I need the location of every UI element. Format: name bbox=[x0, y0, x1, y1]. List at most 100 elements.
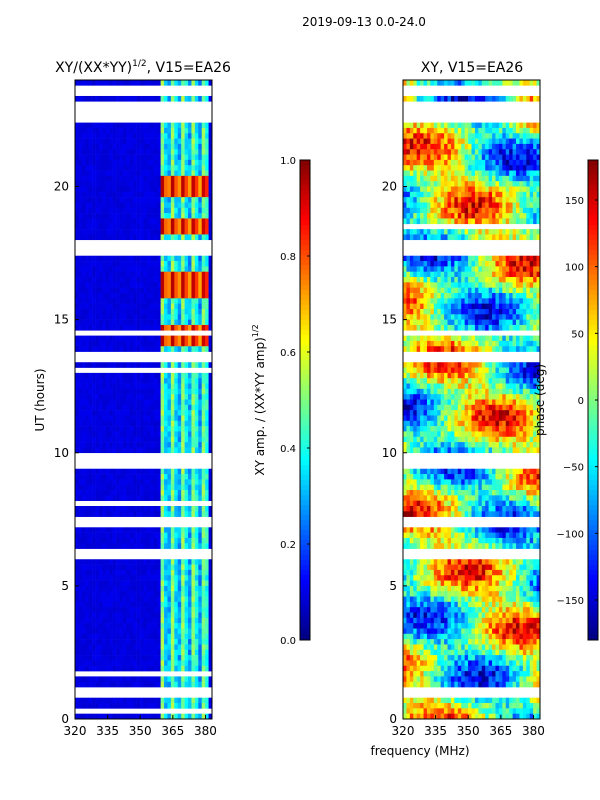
left-heat-cell bbox=[164, 442, 168, 448]
left-heat-cell bbox=[164, 580, 168, 587]
left-heat-cell bbox=[205, 404, 209, 411]
left-heat-cell bbox=[112, 277, 117, 283]
right-heat-cell bbox=[433, 154, 438, 161]
left-heat-cell bbox=[85, 665, 89, 672]
left-heat-cell bbox=[191, 436, 196, 443]
left-heat-cell bbox=[205, 127, 209, 134]
left-heat-cell bbox=[92, 213, 96, 219]
right-heat-cell bbox=[409, 80, 414, 86]
left-heat-cell bbox=[167, 282, 172, 288]
right-heat-cell bbox=[502, 234, 507, 241]
right-heat-cell bbox=[447, 175, 452, 182]
right-heat-cell bbox=[440, 218, 445, 225]
right-heat-cell bbox=[509, 80, 513, 86]
left-heat-cell bbox=[116, 436, 120, 443]
left-heat-cell bbox=[126, 143, 131, 150]
left-heat-cell bbox=[174, 181, 179, 187]
left-heat-cell bbox=[157, 479, 161, 486]
left-heat-cell bbox=[188, 649, 192, 656]
left-heat-cell bbox=[153, 335, 158, 342]
left-heat-cell bbox=[157, 532, 161, 539]
right-heat-cell bbox=[519, 127, 524, 134]
left-heat-cell bbox=[177, 681, 182, 688]
left-heat-cell bbox=[146, 282, 151, 288]
left-heat-cell bbox=[164, 346, 168, 352]
right-heat-cell bbox=[533, 138, 537, 145]
left-heat-cell bbox=[181, 298, 185, 304]
left-heat-cell bbox=[88, 80, 93, 86]
right-heat-cell bbox=[481, 218, 486, 225]
left-heat-cell bbox=[167, 436, 172, 443]
left-heat-cell bbox=[205, 335, 209, 342]
right-heat-cell bbox=[502, 197, 507, 203]
left-heat-cell bbox=[98, 649, 103, 656]
left-heat-cell bbox=[143, 399, 148, 406]
left-heat-cell bbox=[184, 655, 189, 661]
left-heat-cell bbox=[102, 159, 107, 166]
right-heat-cell bbox=[495, 170, 500, 177]
left-heat-cell bbox=[194, 346, 199, 352]
right-heat-cell bbox=[471, 207, 476, 214]
left-heat-cell bbox=[105, 649, 110, 656]
left-heat-cell bbox=[177, 639, 182, 645]
left-heat-cell bbox=[201, 537, 206, 544]
right-heat-cell bbox=[468, 154, 472, 161]
left-heat-cell bbox=[143, 484, 148, 491]
left-heat-cell bbox=[81, 527, 86, 533]
left-heat-cell bbox=[164, 197, 168, 203]
left-heat-cell bbox=[119, 527, 124, 533]
left-heat-cell bbox=[181, 596, 185, 603]
left-heat-cell bbox=[170, 340, 175, 347]
left-heat-cell bbox=[201, 564, 206, 571]
left-heat-cell bbox=[105, 447, 110, 454]
left-heat-cell bbox=[188, 340, 192, 347]
left-heat-cell bbox=[153, 80, 158, 86]
left-heat-cell bbox=[98, 340, 103, 347]
left-heat-cell bbox=[184, 415, 189, 422]
right-heat-cell bbox=[471, 282, 476, 288]
left-heat-cell bbox=[167, 218, 172, 225]
left-heat-cell bbox=[78, 165, 83, 171]
left-heat-cell bbox=[194, 559, 199, 565]
left-heat-cell bbox=[191, 170, 196, 177]
left-heat-cell bbox=[150, 527, 155, 533]
right-heat-cell bbox=[533, 282, 537, 288]
left-heat-cell bbox=[75, 468, 79, 475]
left-heat-cell bbox=[184, 186, 189, 193]
left-heat-cell bbox=[205, 319, 209, 326]
left-heat-cell bbox=[129, 596, 134, 603]
left-heat-cell bbox=[170, 308, 175, 315]
left-heat-cell bbox=[122, 644, 127, 651]
left-heat-cell bbox=[146, 665, 151, 672]
left-heat-cell bbox=[85, 564, 89, 571]
left-heat-cell bbox=[198, 436, 203, 443]
left-heat-cell bbox=[136, 186, 141, 193]
left-heat-cell bbox=[198, 601, 203, 608]
left-heat-cell bbox=[133, 697, 137, 704]
right-heat-cell bbox=[505, 138, 510, 145]
left-heat-cell bbox=[191, 266, 196, 273]
left-heat-cell bbox=[105, 324, 110, 331]
left-heat-cell bbox=[75, 293, 79, 299]
left-heat-cell bbox=[88, 612, 93, 619]
right-heat-cell bbox=[403, 229, 407, 235]
left-heat-cell bbox=[205, 511, 209, 517]
right-heat-cell bbox=[512, 175, 517, 182]
left-heat-cell bbox=[126, 266, 131, 273]
left-heat-cell bbox=[160, 138, 165, 145]
left-heat-cell bbox=[136, 149, 141, 155]
left-heat-cell bbox=[88, 436, 93, 443]
right-heat-cell bbox=[464, 181, 469, 187]
left-heat-cell bbox=[102, 447, 107, 454]
left-heat-cell bbox=[174, 623, 179, 629]
left-heat-cell bbox=[164, 410, 168, 416]
left-heat-cell bbox=[112, 617, 117, 624]
left-heat-cell bbox=[109, 340, 113, 347]
left-heat-cell bbox=[205, 580, 209, 587]
left-heat-cell bbox=[143, 303, 148, 310]
left-heat-cell bbox=[177, 569, 182, 576]
left-heat-cell bbox=[157, 612, 161, 619]
right-heat-cell bbox=[430, 287, 435, 294]
left-heat-cell bbox=[153, 676, 158, 683]
left-heat-cell bbox=[88, 207, 93, 214]
